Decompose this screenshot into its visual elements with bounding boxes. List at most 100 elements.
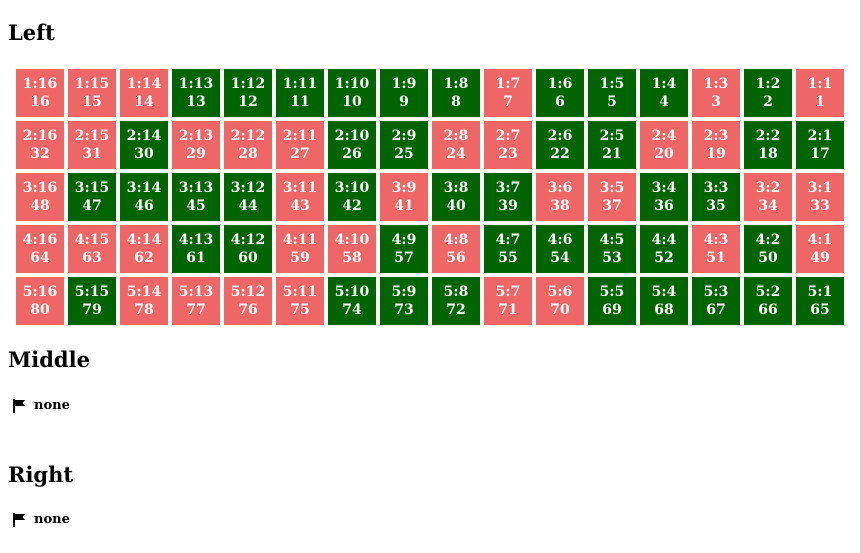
grid-cell-1-14[interactable]: 1:14 14 <box>120 69 168 117</box>
cell-coordinate: 2:2 <box>755 128 781 144</box>
grid-cell-2-6[interactable]: 2:6 22 <box>536 121 584 169</box>
grid-cell-5-15[interactable]: 5:15 79 <box>68 277 116 325</box>
grid-cell-4-6[interactable]: 4:6 54 <box>536 225 584 273</box>
grid-cell-2-11[interactable]: 2:11 27 <box>276 121 324 169</box>
grid-cell-5-12[interactable]: 5:12 76 <box>224 277 272 325</box>
grid-cell-3-7[interactable]: 3:7 39 <box>484 173 532 221</box>
grid-cell-5-4[interactable]: 5:4 68 <box>640 277 688 325</box>
grid-cell-4-7[interactable]: 4:7 55 <box>484 225 532 273</box>
grid-cell-3-13[interactable]: 3:13 45 <box>172 173 220 221</box>
grid-cell-5-13[interactable]: 5:13 77 <box>172 277 220 325</box>
cell-coordinate: 2:16 <box>22 128 58 144</box>
cell-number: 10 <box>342 94 362 110</box>
grid-cell-1-1[interactable]: 1:1 1 <box>796 69 844 117</box>
grid-cell-3-14[interactable]: 3:14 46 <box>120 173 168 221</box>
grid-cell-2-13[interactable]: 2:13 29 <box>172 121 220 169</box>
grid-cell-3-15[interactable]: 3:15 47 <box>68 173 116 221</box>
grid-cell-4-15[interactable]: 4:15 63 <box>68 225 116 273</box>
grid-cell-1-7[interactable]: 1:7 7 <box>484 69 532 117</box>
grid-cell-4-2[interactable]: 4:2 50 <box>744 225 792 273</box>
grid-cell-4-10[interactable]: 4:10 58 <box>328 225 376 273</box>
grid-cell-3-8[interactable]: 3:8 40 <box>432 173 480 221</box>
grid-cell-4-13[interactable]: 4:13 61 <box>172 225 220 273</box>
grid-cell-3-2[interactable]: 3:2 34 <box>744 173 792 221</box>
grid-cell-4-14[interactable]: 4:14 62 <box>120 225 168 273</box>
grid-cell-3-11[interactable]: 3:11 43 <box>276 173 324 221</box>
grid-cell-5-8[interactable]: 5:8 72 <box>432 277 480 325</box>
cell-number: 71 <box>498 302 518 318</box>
grid-cell-1-4[interactable]: 1:4 4 <box>640 69 688 117</box>
grid-cell-3-4[interactable]: 3:4 36 <box>640 173 688 221</box>
grid-cell-5-1[interactable]: 5:1 65 <box>796 277 844 325</box>
grid-cell-2-3[interactable]: 2:3 19 <box>692 121 740 169</box>
grid-cell-5-9[interactable]: 5:9 73 <box>380 277 428 325</box>
grid-cell-3-3[interactable]: 3:3 35 <box>692 173 740 221</box>
grid-cell-2-12[interactable]: 2:12 28 <box>224 121 272 169</box>
grid-cell-1-10[interactable]: 1:10 10 <box>328 69 376 117</box>
cell-coordinate: 2:15 <box>74 128 110 144</box>
cell-number: 68 <box>654 302 674 318</box>
grid-cell-2-10[interactable]: 2:10 26 <box>328 121 376 169</box>
cell-number: 41 <box>394 198 414 214</box>
grid-cell-1-9[interactable]: 1:9 9 <box>380 69 428 117</box>
grid-cell-4-11[interactable]: 4:11 59 <box>276 225 324 273</box>
grid-cell-4-12[interactable]: 4:12 60 <box>224 225 272 273</box>
grid-cell-4-4[interactable]: 4:4 52 <box>640 225 688 273</box>
grid-cell-1-3[interactable]: 1:3 3 <box>692 69 740 117</box>
grid-cell-1-6[interactable]: 1:6 6 <box>536 69 584 117</box>
cell-number: 73 <box>394 302 414 318</box>
grid-cell-3-9[interactable]: 3:9 41 <box>380 173 428 221</box>
cell-coordinate: 1:13 <box>178 76 214 92</box>
grid-cell-2-1[interactable]: 2:1 17 <box>796 121 844 169</box>
grid-cell-4-3[interactable]: 4:3 51 <box>692 225 740 273</box>
grid-cell-5-7[interactable]: 5:7 71 <box>484 277 532 325</box>
grid-cell-3-10[interactable]: 3:10 42 <box>328 173 376 221</box>
grid-cell-1-13[interactable]: 1:13 13 <box>172 69 220 117</box>
right-status-text: none <box>34 512 70 527</box>
grid-cell-1-12[interactable]: 1:12 12 <box>224 69 272 117</box>
grid-cell-2-9[interactable]: 2:9 25 <box>380 121 428 169</box>
cell-number: 42 <box>342 198 362 214</box>
grid-cell-2-8[interactable]: 2:8 24 <box>432 121 480 169</box>
cell-coordinate: 2:8 <box>443 128 469 144</box>
grid-cell-1-5[interactable]: 1:5 5 <box>588 69 636 117</box>
cell-coordinate: 1:16 <box>22 76 58 92</box>
grid-cell-5-10[interactable]: 5:10 74 <box>328 277 376 325</box>
grid-cell-1-15[interactable]: 1:15 15 <box>68 69 116 117</box>
grid-cell-3-16[interactable]: 3:16 48 <box>16 173 64 221</box>
grid-cell-1-11[interactable]: 1:11 11 <box>276 69 324 117</box>
grid-cell-1-8[interactable]: 1:8 8 <box>432 69 480 117</box>
cell-number: 3 <box>711 94 721 110</box>
grid-cell-5-6[interactable]: 5:6 70 <box>536 277 584 325</box>
grid-cell-4-8[interactable]: 4:8 56 <box>432 225 480 273</box>
grid-cell-1-2[interactable]: 1:2 2 <box>744 69 792 117</box>
grid-cell-3-12[interactable]: 3:12 44 <box>224 173 272 221</box>
cell-coordinate: 3:10 <box>334 180 370 196</box>
grid-cell-2-15[interactable]: 2:15 31 <box>68 121 116 169</box>
grid-cell-5-11[interactable]: 5:11 75 <box>276 277 324 325</box>
grid-cell-3-1[interactable]: 3:1 33 <box>796 173 844 221</box>
cell-number: 75 <box>290 302 310 318</box>
grid-cell-5-5[interactable]: 5:5 69 <box>588 277 636 325</box>
grid-cell-5-2[interactable]: 5:2 66 <box>744 277 792 325</box>
grid-cell-5-14[interactable]: 5:14 78 <box>120 277 168 325</box>
cell-coordinate: 5:10 <box>334 284 370 300</box>
cell-coordinate: 4:12 <box>230 232 266 248</box>
grid-cell-4-16[interactable]: 4:16 64 <box>16 225 64 273</box>
grid-cell-1-16[interactable]: 1:16 16 <box>16 69 64 117</box>
cell-coordinate: 5:9 <box>391 284 417 300</box>
grid-cell-4-9[interactable]: 4:9 57 <box>380 225 428 273</box>
grid-cell-4-1[interactable]: 4:1 49 <box>796 225 844 273</box>
grid-cell-2-5[interactable]: 2:5 21 <box>588 121 636 169</box>
grid-cell-2-14[interactable]: 2:14 30 <box>120 121 168 169</box>
grid-cell-4-5[interactable]: 4:5 53 <box>588 225 636 273</box>
grid-cell-3-5[interactable]: 3:5 37 <box>588 173 636 221</box>
grid-cell-2-2[interactable]: 2:2 18 <box>744 121 792 169</box>
grid-cell-5-3[interactable]: 5:3 67 <box>692 277 740 325</box>
grid-cell-2-16[interactable]: 2:16 32 <box>16 121 64 169</box>
grid-cell-3-6[interactable]: 3:6 38 <box>536 173 584 221</box>
grid-cell-2-7[interactable]: 2:7 23 <box>484 121 532 169</box>
cell-coordinate: 1:11 <box>282 76 318 92</box>
grid-cell-5-16[interactable]: 5:16 80 <box>16 277 64 325</box>
grid-cell-2-4[interactable]: 2:4 20 <box>640 121 688 169</box>
